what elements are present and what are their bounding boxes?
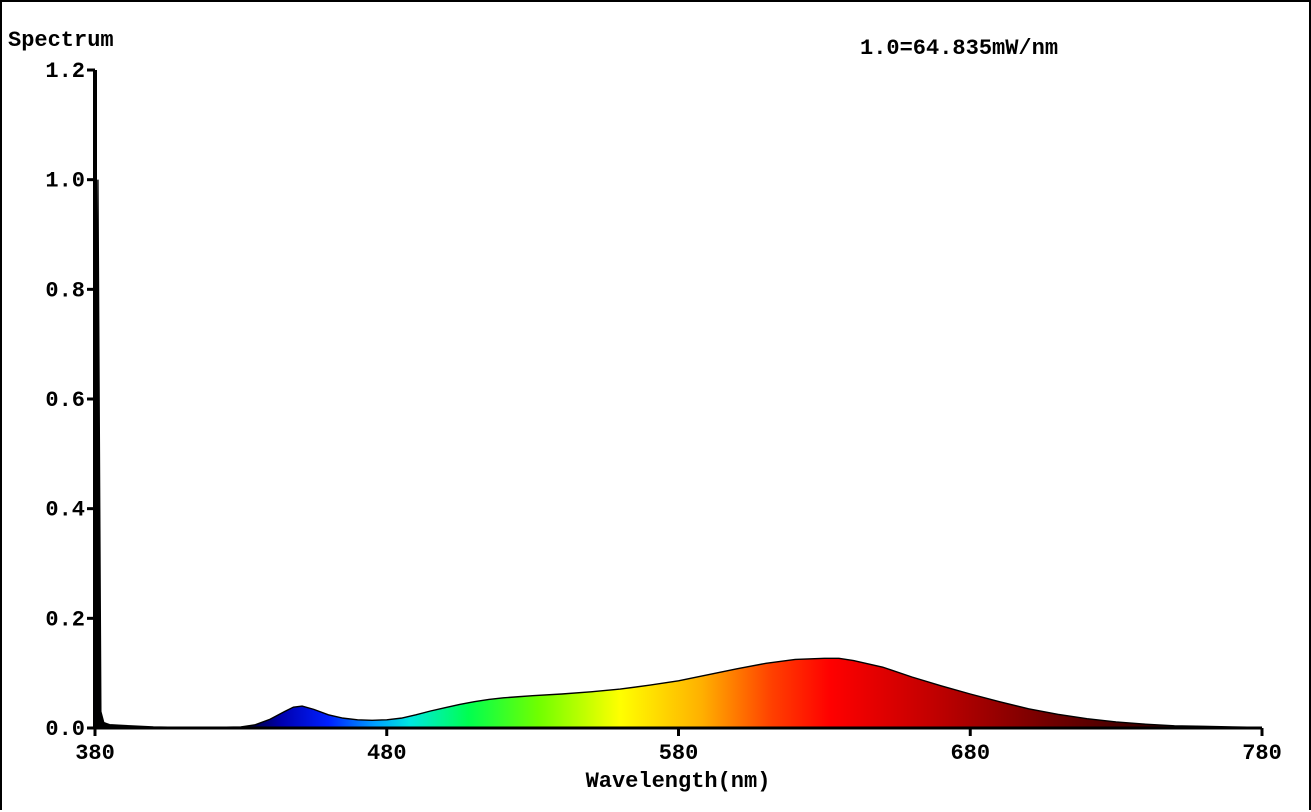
y-tick-label-0.4: 0.4 <box>45 498 85 523</box>
y-tick-label-0.2: 0.2 <box>45 607 85 632</box>
y-tick-label-0.8: 0.8 <box>45 278 85 303</box>
scale-annotation: 1.0=64.835mW/nm <box>860 36 1058 61</box>
x-tick-label-580: 580 <box>659 741 699 766</box>
axes <box>93 70 1262 730</box>
x-tick-label-380: 380 <box>75 741 115 766</box>
y-tick-label-1.2: 1.2 <box>45 59 85 84</box>
x-axis-label: Wavelength(nm) <box>586 769 771 794</box>
spectrum-line <box>94 179 1263 729</box>
y-tick-label-0.6: 0.6 <box>45 388 85 413</box>
spectrum-area <box>95 179 1262 729</box>
y-tick-label-0: 0.0 <box>45 717 85 742</box>
x-tick-label-680: 680 <box>950 741 990 766</box>
tick-group: 380 480 580 680 780 0.0 0.2 0.4 0.6 0.8 1.0 1.2 <box>45 59 1281 766</box>
y-tick-label-1: 1.0 <box>45 169 85 194</box>
x-tick-label-480: 480 <box>367 741 407 766</box>
chart-title: Spectrum <box>8 28 114 53</box>
x-tick-label-780: 780 <box>1242 741 1282 766</box>
